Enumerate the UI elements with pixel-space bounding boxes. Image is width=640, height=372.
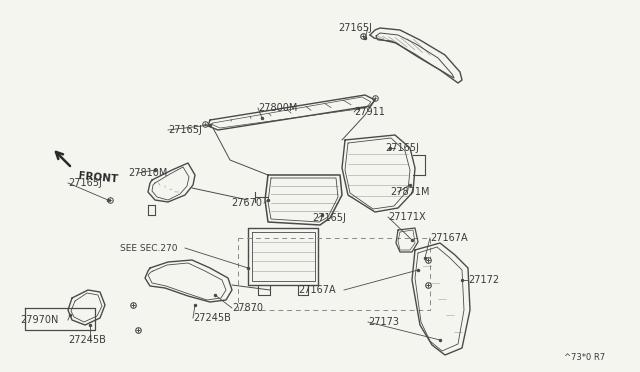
Text: 27245B: 27245B — [68, 335, 106, 345]
Text: 27800M: 27800M — [258, 103, 298, 113]
Text: 27165J: 27165J — [338, 23, 372, 33]
Text: 27670: 27670 — [231, 198, 262, 208]
Text: 27911: 27911 — [354, 107, 385, 117]
Text: 27173: 27173 — [368, 317, 399, 327]
Text: SEE SEC.270: SEE SEC.270 — [120, 244, 177, 253]
Text: 27245B: 27245B — [193, 313, 231, 323]
Text: 27171X: 27171X — [388, 212, 426, 222]
Text: 27871M: 27871M — [390, 187, 429, 197]
Text: 27970N: 27970N — [20, 315, 58, 325]
Text: 27870: 27870 — [232, 303, 263, 313]
Text: ^73*0 R7: ^73*0 R7 — [564, 353, 605, 362]
Text: 27165J: 27165J — [385, 143, 419, 153]
Text: 27167A: 27167A — [430, 233, 468, 243]
Text: 27172: 27172 — [468, 275, 499, 285]
Text: 27165J: 27165J — [168, 125, 202, 135]
Text: 27165J: 27165J — [68, 178, 102, 188]
Text: 27165J: 27165J — [312, 213, 346, 223]
Text: 27167A: 27167A — [298, 285, 335, 295]
Text: FRONT: FRONT — [78, 171, 118, 185]
Text: 27810M: 27810M — [128, 168, 168, 178]
